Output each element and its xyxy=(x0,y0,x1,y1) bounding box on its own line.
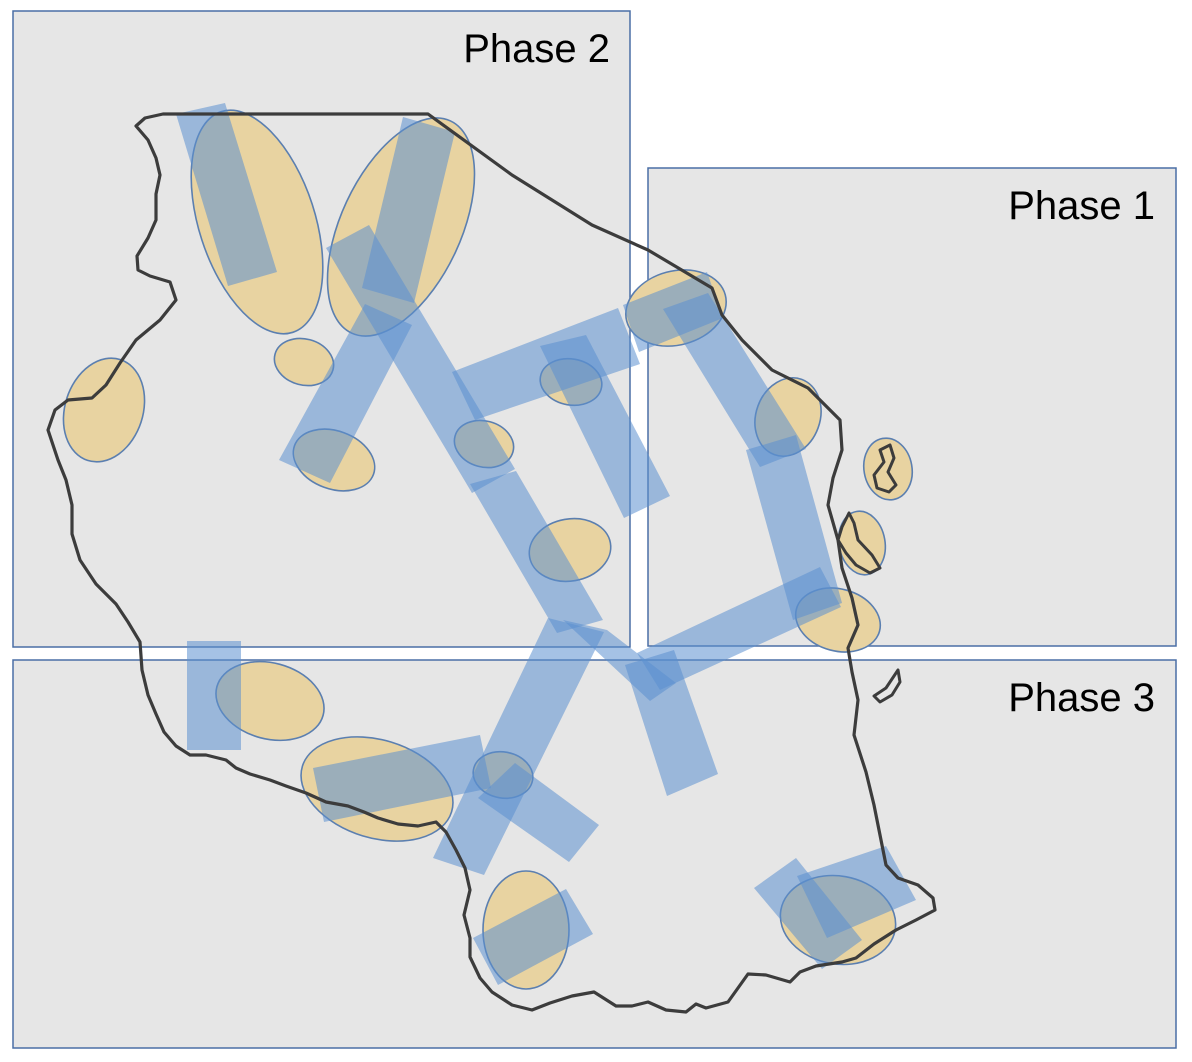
corridor-central-lower xyxy=(470,471,603,633)
phase-1-label: Phase 1 xyxy=(1008,184,1155,228)
corridor-southeast-a xyxy=(754,858,862,969)
corridor-east-southwest xyxy=(637,567,841,690)
corridor-northeast-diagonal xyxy=(663,293,806,467)
corridor-southwest-diagonal xyxy=(433,618,604,875)
corridor-southwest-vertical xyxy=(187,641,241,750)
corridor-southwest-band xyxy=(313,735,491,822)
zone-west xyxy=(62,357,146,463)
corridor-south-branch xyxy=(478,763,599,862)
corridor-northwest xyxy=(176,103,277,286)
corridor-south xyxy=(473,889,593,985)
corridor-central-vertical xyxy=(540,335,670,518)
country-border xyxy=(46,112,937,1014)
corridor-central-diagonal xyxy=(326,225,515,493)
island-mafia xyxy=(872,668,902,704)
island-zanzibar xyxy=(836,511,882,575)
corridor-east-west xyxy=(452,308,640,420)
island-pemba xyxy=(872,443,898,494)
corridor-south-central-b xyxy=(625,650,718,796)
phase-3-label: Phase 3 xyxy=(1008,676,1155,720)
corridors xyxy=(176,103,916,985)
corridor-west-branch xyxy=(279,304,412,483)
phase-2-label: Phase 2 xyxy=(463,27,610,71)
corridor-southeast-b xyxy=(797,846,916,938)
